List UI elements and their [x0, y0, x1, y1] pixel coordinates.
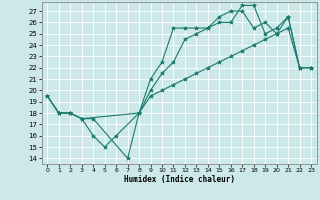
X-axis label: Humidex (Indice chaleur): Humidex (Indice chaleur)	[124, 175, 235, 184]
